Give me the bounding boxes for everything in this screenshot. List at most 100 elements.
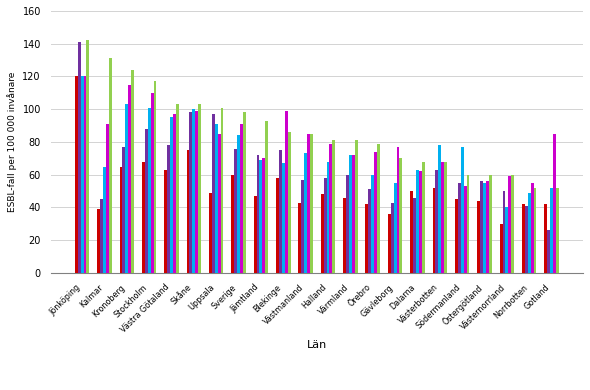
Bar [410,191,413,273]
Bar [221,108,224,273]
Bar [288,132,290,273]
Bar [282,163,285,273]
Bar [346,175,349,273]
Bar [150,93,153,273]
Bar [352,155,355,273]
Bar [533,188,536,273]
Bar [106,124,109,273]
Bar [489,175,492,273]
Bar [109,58,112,273]
Bar [377,144,380,273]
X-axis label: Län: Län [307,340,327,351]
Bar [477,201,480,273]
Bar [525,206,528,273]
Bar [198,104,201,273]
Bar [349,155,352,273]
Bar [503,191,506,273]
Bar [388,214,391,273]
Bar [142,161,145,273]
Bar [131,70,134,273]
Bar [97,209,100,273]
Bar [263,158,266,273]
Bar [413,198,416,273]
Bar [545,204,548,273]
Bar [231,175,234,273]
Bar [506,207,509,273]
Bar [266,121,268,273]
Bar [522,204,525,273]
Bar [438,145,441,273]
Bar [145,129,148,273]
Bar [128,85,131,273]
Y-axis label: ESBL-fall per 100 000 invånare: ESBL-fall per 100 000 invånare [7,72,17,212]
Bar [186,150,189,273]
Bar [148,108,150,273]
Bar [365,204,368,273]
Bar [103,167,106,273]
Bar [553,134,556,273]
Bar [550,188,553,273]
Bar [394,183,396,273]
Bar [399,158,402,273]
Bar [167,145,170,273]
Bar [530,183,533,273]
Bar [78,42,81,273]
Bar [396,147,399,273]
Bar [120,167,122,273]
Bar [548,230,550,273]
Legend: 2011, 2012, 2013, 2014, 2015: 2011, 2012, 2013, 2014, 2015 [170,388,464,390]
Bar [81,76,84,273]
Bar [240,124,243,273]
Bar [307,134,310,273]
Bar [326,161,329,273]
Bar [209,193,212,273]
Bar [215,124,218,273]
Bar [153,82,156,273]
Bar [100,199,103,273]
Bar [374,152,377,273]
Bar [371,175,374,273]
Bar [75,76,78,273]
Bar [500,224,503,273]
Bar [279,150,282,273]
Bar [416,170,419,273]
Bar [195,111,198,273]
Bar [432,188,435,273]
Bar [458,183,461,273]
Bar [444,161,447,273]
Bar [164,170,167,273]
Bar [285,111,288,273]
Bar [176,104,179,273]
Bar [234,149,237,273]
Bar [368,190,371,273]
Bar [435,170,438,273]
Bar [321,194,324,273]
Bar [455,199,458,273]
Bar [464,186,467,273]
Bar [125,104,128,273]
Bar [528,193,530,273]
Bar [276,178,279,273]
Bar [84,76,86,273]
Bar [218,134,221,273]
Bar [332,140,335,273]
Bar [324,178,326,273]
Bar [343,198,346,273]
Bar [86,41,89,273]
Bar [419,172,422,273]
Bar [467,175,470,273]
Bar [422,161,425,273]
Bar [173,114,176,273]
Bar [122,147,125,273]
Bar [461,147,464,273]
Bar [486,181,489,273]
Bar [301,180,304,273]
Bar [483,183,486,273]
Bar [299,202,301,273]
Bar [511,175,514,273]
Bar [260,160,263,273]
Bar [480,181,483,273]
Bar [257,155,260,273]
Bar [192,109,195,273]
Bar [170,117,173,273]
